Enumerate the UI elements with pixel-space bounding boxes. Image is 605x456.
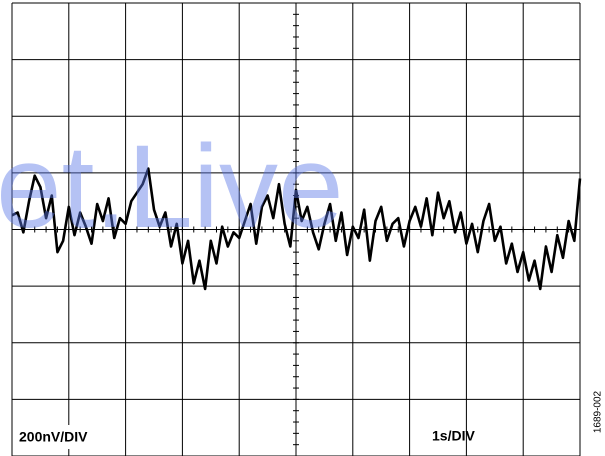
x-scale-label: 1s/DIV <box>432 428 475 444</box>
label-bg <box>16 425 112 449</box>
grid <box>11 2 581 456</box>
y-scale-label: 200nV/DIV <box>19 429 88 445</box>
trace-layer <box>11 167 582 291</box>
watermark: et.Live <box>0 121 344 253</box>
figure-id: 1689-002 <box>593 390 604 433</box>
trace-line <box>11 167 582 291</box>
